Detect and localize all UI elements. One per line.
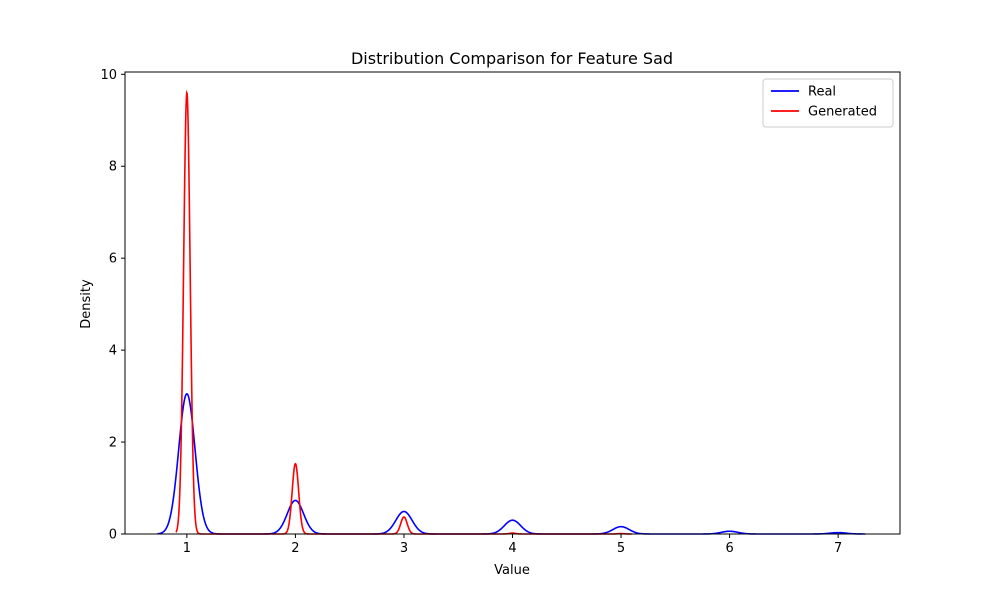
plot-area: 1 2 3 4 5 6 7 0 2 4 6 8 10 [100,68,901,556]
y-tick-label: 10 [100,68,117,83]
x-tick-label: 1 [183,541,191,556]
y-tick-label: 0 [109,528,117,543]
x-tick-label: 7 [834,541,842,556]
y-tick-label: 8 [109,160,117,175]
y-tick-label: 2 [109,436,117,451]
y-tick-label: 4 [109,344,117,359]
y-axis-label: Density [79,279,94,329]
x-tick-label: 5 [617,541,625,556]
series-line-generated [175,89,632,535]
legend-label-generated: Generated [808,105,877,120]
y-tick-label: 6 [109,252,117,267]
x-tick-label: 2 [291,541,299,556]
series-line-real [157,392,866,535]
legend-label-real: Real [808,85,836,100]
x-axis-label: Value [494,563,530,578]
legend: Real Generated [762,78,894,128]
chart-title: Distribution Comparison for Feature Sad [351,49,673,68]
x-tick-label: 4 [508,541,516,556]
x-tick-label: 6 [725,541,733,556]
plot-frame [124,71,901,535]
x-tick-label: 3 [400,541,408,556]
